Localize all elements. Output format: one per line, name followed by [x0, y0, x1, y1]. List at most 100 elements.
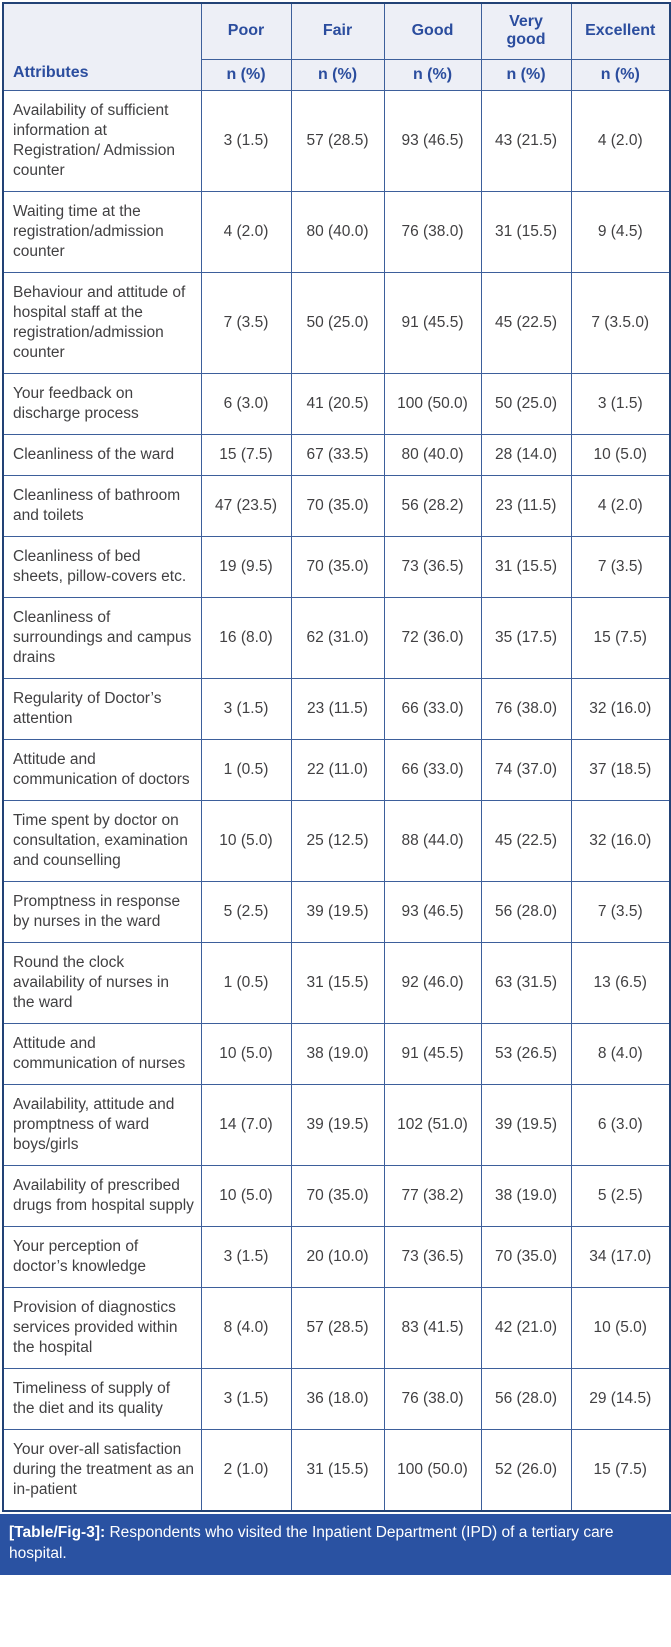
value-cell: 19 (9.5) [200, 535, 292, 598]
header-row-ratings: Attributes Poor Fair Good Very good Exce… [2, 2, 671, 91]
table-row: Attitude and communication of nurses 10 (… [2, 1022, 671, 1085]
value-cell: 100 (50.0) [383, 372, 482, 435]
subheader-excellent-n-percent: n (%) [570, 58, 671, 91]
value-cell: 63 (31.5) [480, 941, 572, 1024]
value-cell: 50 (25.0) [290, 271, 385, 374]
value-cell: 4 (2.0) [570, 474, 671, 537]
value-cell: 3 (1.5) [200, 1367, 292, 1430]
value-cell: 4 (2.0) [200, 190, 292, 273]
table-row: Round the clock availability of nurses i… [2, 941, 671, 1024]
value-cell: 76 (38.0) [480, 677, 572, 740]
value-cell: 57 (28.5) [290, 1286, 385, 1369]
attribute-cell: Cleanliness of bathroom and toilets [2, 474, 202, 537]
value-cell: 70 (35.0) [290, 474, 385, 537]
value-cell: 83 (41.5) [383, 1286, 482, 1369]
attribute-cell: Round the clock availability of nurses i… [2, 941, 202, 1024]
value-cell: 4 (2.0) [570, 89, 671, 192]
table-row: Cleanliness of surroundings and campus d… [2, 596, 671, 679]
value-cell: 70 (35.0) [480, 1225, 572, 1288]
value-cell: 16 (8.0) [200, 596, 292, 679]
table-row: Availability of sufficient information a… [2, 89, 671, 192]
value-cell: 41 (20.5) [290, 372, 385, 435]
attribute-cell: Attitude and communication of doctors [2, 738, 202, 801]
value-cell: 39 (19.5) [290, 1083, 385, 1166]
column-header-fair: Fair [290, 2, 385, 60]
attribute-cell: Availability, attitude and promptness of… [2, 1083, 202, 1166]
attribute-cell: Regularity of Doctor’s attention [2, 677, 202, 740]
table-header: Attributes Poor Fair Good Very good Exce… [2, 2, 671, 91]
value-cell: 9 (4.5) [570, 190, 671, 273]
attribute-cell: Time spent by doctor on consultation, ex… [2, 799, 202, 882]
value-cell: 39 (19.5) [480, 1083, 572, 1166]
value-cell: 10 (5.0) [570, 1286, 671, 1369]
value-cell: 7 (3.5) [570, 880, 671, 943]
value-cell: 50 (25.0) [480, 372, 572, 435]
attribute-cell: Cleanliness of the ward [2, 433, 202, 476]
subheader-fair-n-percent: n (%) [290, 58, 385, 91]
value-cell: 25 (12.5) [290, 799, 385, 882]
table-row: Promptness in response by nurses in the … [2, 880, 671, 943]
table-row: Time spent by doctor on consultation, ex… [2, 799, 671, 882]
value-cell: 5 (2.5) [200, 880, 292, 943]
value-cell: 10 (5.0) [200, 1022, 292, 1085]
column-header-attributes: Attributes [2, 2, 202, 91]
caption-label: [Table/Fig-3]: [9, 1523, 106, 1541]
value-cell: 45 (22.5) [480, 271, 572, 374]
value-cell: 10 (5.0) [570, 433, 671, 476]
value-cell: 10 (5.0) [200, 799, 292, 882]
subheader-very-good-n-percent: n (%) [480, 58, 572, 91]
subheader-poor-n-percent: n (%) [200, 58, 292, 91]
table-row: Regularity of Doctor’s attention 3 (1.5) 2… [2, 677, 671, 740]
value-cell: 80 (40.0) [290, 190, 385, 273]
value-cell: 3 (1.5) [570, 372, 671, 435]
attribute-cell: Availability of sufficient information a… [2, 89, 202, 192]
value-cell: 32 (16.0) [570, 799, 671, 882]
value-cell: 80 (40.0) [383, 433, 482, 476]
value-cell: 76 (38.0) [383, 190, 482, 273]
column-header-poor: Poor [200, 2, 292, 60]
table-row: Your over-all satisfaction during the tr… [2, 1428, 671, 1511]
table-row: Your feedback on discharge process 6 (3.0… [2, 372, 671, 435]
value-cell: 32 (16.0) [570, 677, 671, 740]
header-row-n-percent: n (%) n (%) n (%) n (%) n (%) [3, 58, 671, 91]
value-cell: 88 (44.0) [383, 799, 482, 882]
value-cell: 6 (3.0) [200, 372, 292, 435]
table-row: Your perception of doctor’s knowledge 3 (… [2, 1225, 671, 1288]
table-row: Provision of diagnostics services provid… [2, 1286, 671, 1369]
value-cell: 36 (18.0) [290, 1367, 385, 1430]
table-figure: Attributes Poor Fair Good Very good Exce… [0, 2, 671, 1575]
table-row: Cleanliness of bed sheets, pillow-covers… [2, 535, 671, 598]
value-cell: 2 (1.0) [200, 1428, 292, 1511]
attribute-cell: Your perception of doctor’s knowledge [2, 1225, 202, 1288]
value-cell: 38 (19.0) [480, 1164, 572, 1227]
value-cell: 31 (15.5) [480, 535, 572, 598]
value-cell: 56 (28.2) [383, 474, 482, 537]
column-header-good: Good [383, 2, 482, 60]
attribute-cell: Your feedback on discharge process [2, 372, 202, 435]
table-row: Attitude and communication of doctors 1 (… [2, 738, 671, 801]
value-cell: 8 (4.0) [570, 1022, 671, 1085]
table-row: Cleanliness of bathroom and toilets 47 (2… [2, 474, 671, 537]
value-cell: 29 (14.5) [570, 1367, 671, 1430]
value-cell: 56 (28.0) [480, 880, 572, 943]
figure-caption: [Table/Fig-3]: Respondents who visited t… [0, 1513, 671, 1575]
value-cell: 45 (22.5) [480, 799, 572, 882]
value-cell: 73 (36.5) [383, 1225, 482, 1288]
attribute-cell: Availability of prescribed drugs from ho… [2, 1164, 202, 1227]
value-cell: 37 (18.5) [570, 738, 671, 801]
value-cell: 15 (7.5) [570, 1428, 671, 1511]
caption-text: Respondents who visited the Inpatient De… [9, 1523, 614, 1562]
value-cell: 77 (38.2) [383, 1164, 482, 1227]
value-cell: 3 (1.5) [200, 677, 292, 740]
attribute-cell: Provision of diagnostics services provid… [2, 1286, 202, 1369]
column-header-excellent: Excellent [570, 2, 671, 60]
value-cell: 74 (37.0) [480, 738, 572, 801]
value-cell: 28 (14.0) [480, 433, 572, 476]
value-cell: 7 (3.5.0) [570, 271, 671, 374]
value-cell: 52 (26.0) [480, 1428, 572, 1511]
value-cell: 5 (2.5) [570, 1164, 671, 1227]
value-cell: 39 (19.5) [290, 880, 385, 943]
value-cell: 7 (3.5) [200, 271, 292, 374]
value-cell: 72 (36.0) [383, 596, 482, 679]
attribute-cell: Attitude and communication of nurses [2, 1022, 202, 1085]
